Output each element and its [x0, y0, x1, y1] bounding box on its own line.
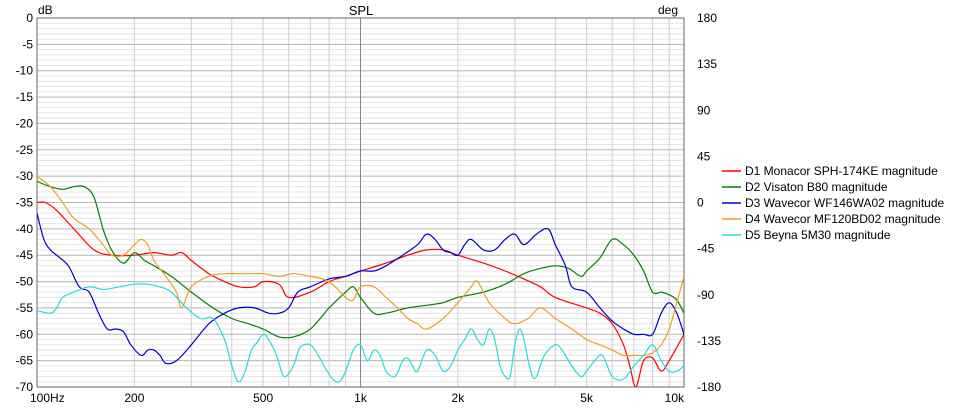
legend-label-5: D5 Beyna 5M30 magnitude	[745, 228, 891, 242]
y2-tick-label: 90	[697, 103, 711, 117]
y2-tick-label: 45	[697, 149, 711, 163]
legend-label-3: D3 Wavecor WF146WA02 magnitude	[745, 196, 945, 210]
y-tick-label: -15	[16, 90, 34, 104]
y2-tick-label: -135	[697, 334, 721, 348]
y2-tick-label: 135	[697, 57, 717, 71]
grid-layer	[36, 17, 685, 388]
x-tick-label: 1k	[354, 391, 368, 405]
chart-title: SPL	[349, 3, 374, 18]
legend-label-4: D4 Wavecor MF120BD02 magnitude	[745, 212, 941, 226]
y-tick-label: -35	[16, 196, 34, 210]
y-tick-label: -20	[16, 116, 34, 130]
y-tick-label: -45	[16, 248, 34, 262]
y-tick-label: -50	[16, 275, 34, 289]
y-tick-label: -30	[16, 169, 34, 183]
y-tick-label: -25	[16, 143, 34, 157]
x-tick-label: 100Hz	[30, 391, 65, 405]
y-tick-label: -55	[16, 301, 34, 315]
x-tick-label: 500	[253, 391, 273, 405]
legend-label-1: D1 Monacor SPH-174KE magnitude	[745, 164, 938, 178]
series-line-4	[37, 175, 684, 357]
y-axis-unit-label: dB	[38, 3, 53, 17]
series-layer	[37, 175, 684, 387]
y-tick-label: -70	[16, 380, 34, 394]
x-tick-label: 5k	[580, 391, 594, 405]
series-line-5	[37, 283, 684, 383]
y-tick-label: -60	[16, 327, 34, 341]
y2-tick-label: 0	[697, 196, 704, 210]
x-tick-label: 2k	[452, 391, 466, 405]
y-tick-label: -10	[16, 64, 34, 78]
series-line-3	[37, 212, 684, 365]
axis-layer: 0 -5 -10 -15 -20 -25 -30 -35 -40 -45 -50 -55 -60 -65 -…	[16, 11, 722, 405]
y-tick-label: -5	[22, 37, 33, 51]
legend-label-2: D2 Visaton B80 magnitude	[745, 180, 888, 194]
y-tick-label: -65	[16, 354, 34, 368]
y2-tick-label: -180	[697, 380, 721, 394]
y-tick-label: 0	[26, 11, 33, 25]
x-tick-label: 200	[124, 391, 144, 405]
y2-tick-label: -90	[697, 288, 715, 302]
y-tick-label: -40	[16, 222, 34, 236]
series-line-2	[37, 180, 684, 339]
y2-tick-label: -45	[697, 242, 715, 256]
x-tick-label: 10k	[665, 391, 685, 405]
legend: D1 Monacor SPH-174KE magnitude D2 Visaton…	[722, 164, 945, 242]
y2-axis-unit-label: deg	[658, 3, 678, 17]
y2-tick-label: 180	[697, 11, 717, 25]
